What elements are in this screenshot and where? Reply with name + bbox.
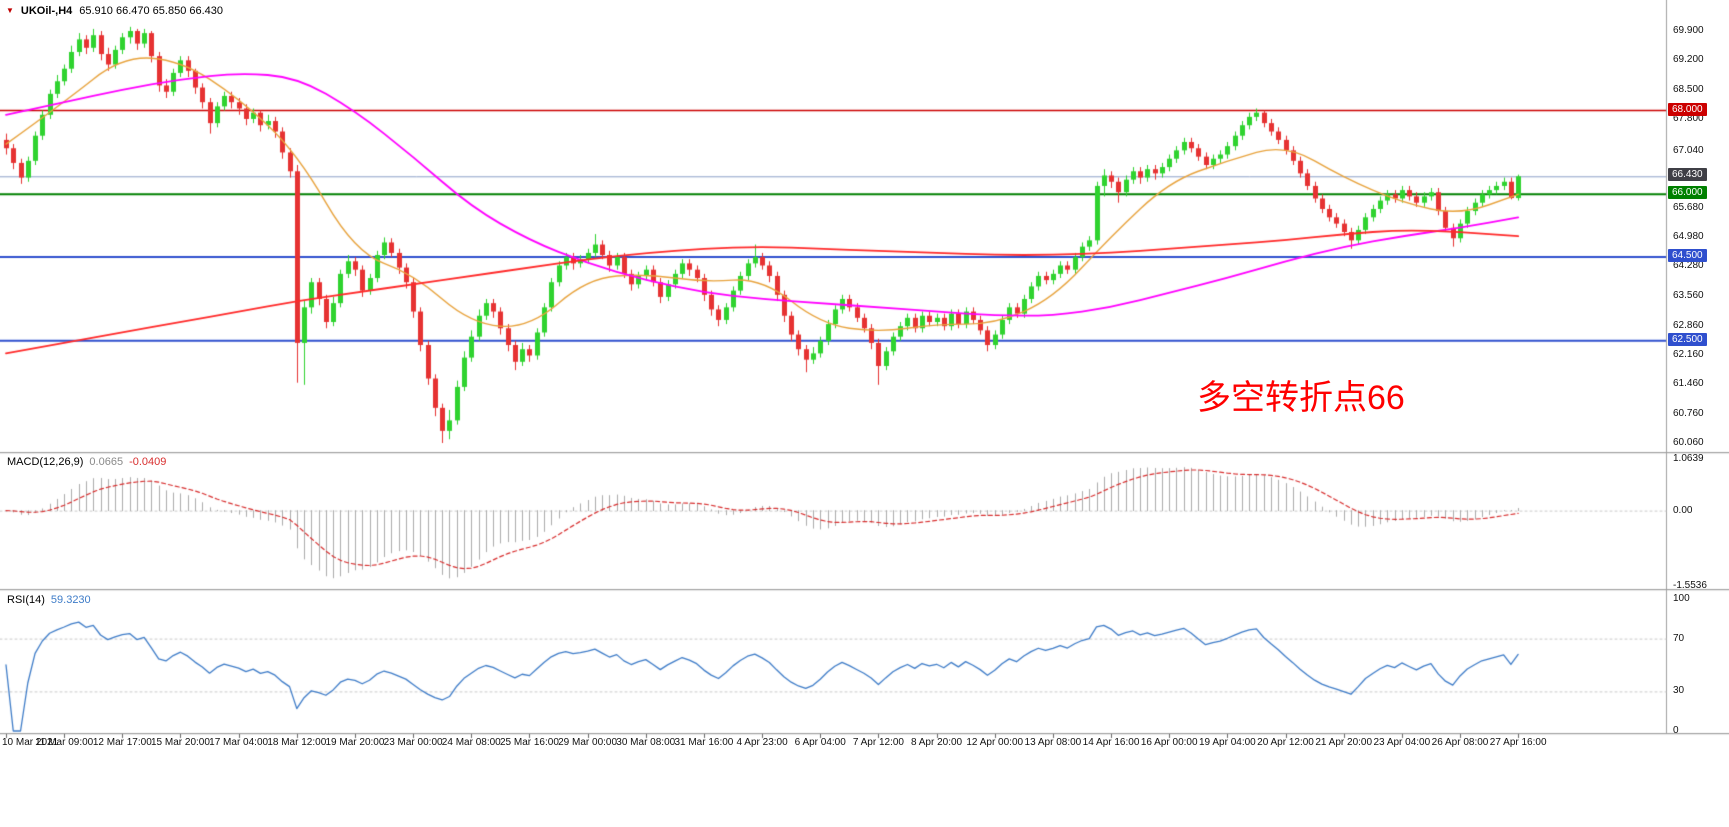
chart-header: ▼ UKOil-,H4 65.910 66.470 65.850 66.430 <box>6 5 223 17</box>
macd-signal-value: -0.0409 <box>129 456 167 468</box>
macd-header: MACD(12,26,9) 0.0665 -0.0409 <box>7 456 166 468</box>
symbol-marker-icon: ▼ <box>6 6 14 15</box>
annotation-text: 多空转折点66 <box>1197 379 1405 417</box>
ohlc-values: 65.910 66.470 65.850 66.430 <box>79 5 224 17</box>
rsi-value: 59.3230 <box>50 594 91 606</box>
symbol-title: UKOil-,H4 <box>20 5 73 17</box>
rsi-header: RSI(14) 59.3230 <box>7 594 91 606</box>
rsi-label: RSI(14) <box>7 594 45 606</box>
macd-label: MACD(12,26,9) <box>7 456 84 468</box>
macd-main-value: 0.0665 <box>89 456 124 468</box>
